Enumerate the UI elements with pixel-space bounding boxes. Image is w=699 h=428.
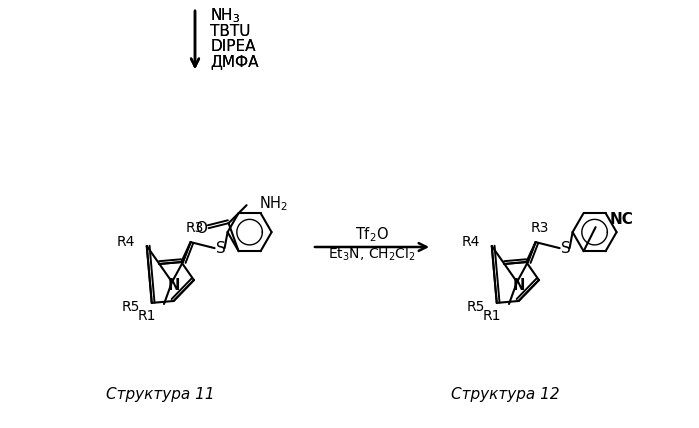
- Text: R1: R1: [138, 309, 156, 323]
- Text: R3: R3: [531, 221, 549, 235]
- Text: ДМФА: ДМФА: [210, 54, 259, 69]
- Text: NH$_2$: NH$_2$: [259, 194, 287, 213]
- Text: NC: NC: [610, 212, 633, 227]
- Text: TBTU: TBTU: [210, 24, 250, 39]
- Text: DIPEA: DIPEA: [210, 39, 256, 54]
- Text: R5: R5: [466, 300, 484, 314]
- Text: Et$_3$N, CH$_2$Cl$_2$: Et$_3$N, CH$_2$Cl$_2$: [328, 245, 416, 263]
- Text: N: N: [513, 277, 525, 292]
- Text: ДМФА: ДМФА: [210, 54, 259, 69]
- Text: R3: R3: [185, 221, 204, 235]
- Text: Tf$_2$O: Tf$_2$O: [355, 226, 389, 244]
- Text: R4: R4: [117, 235, 135, 249]
- Text: O: O: [196, 221, 208, 236]
- Text: N: N: [168, 277, 180, 292]
- Text: NH$_3$: NH$_3$: [210, 7, 240, 25]
- Text: NH$_3$: NH$_3$: [210, 7, 240, 25]
- Text: Структура 11: Структура 11: [106, 387, 215, 402]
- Text: S: S: [216, 241, 226, 256]
- Text: DIPEA: DIPEA: [210, 39, 256, 54]
- Text: Структура 12: Структура 12: [451, 387, 559, 402]
- Text: R5: R5: [122, 300, 140, 314]
- Text: R1: R1: [482, 309, 501, 323]
- Text: R4: R4: [461, 235, 480, 249]
- Text: S: S: [561, 241, 570, 256]
- Text: TBTU: TBTU: [210, 24, 250, 39]
